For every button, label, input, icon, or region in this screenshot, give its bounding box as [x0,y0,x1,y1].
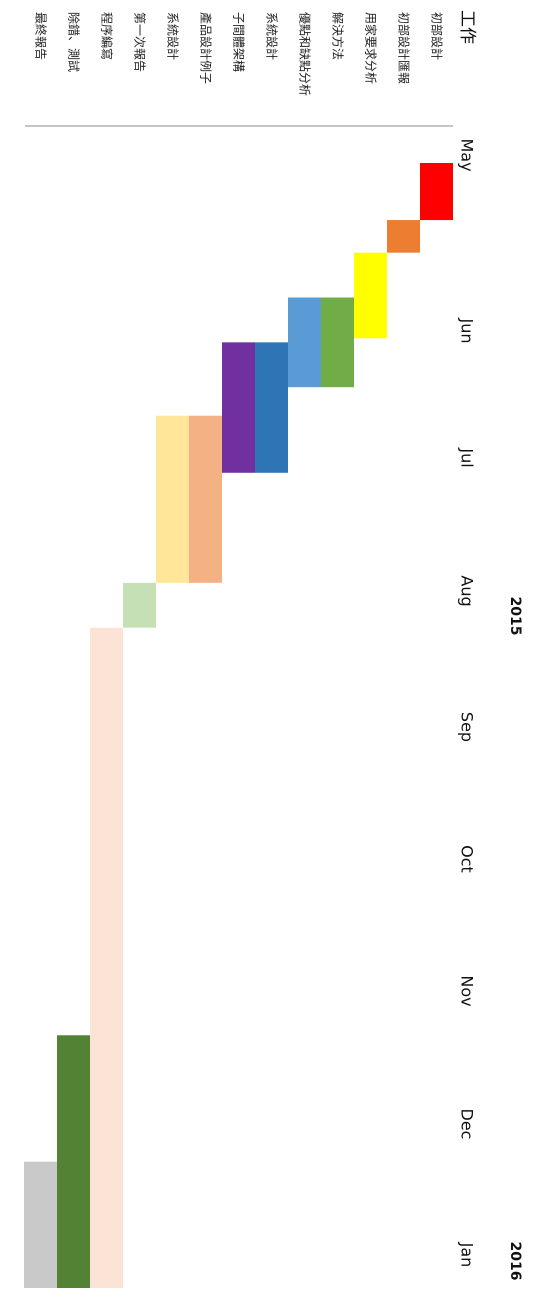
month-label: Jan [458,1242,477,1268]
task-label: 產品設計例子 [199,12,214,84]
month-label: Dec [458,1109,477,1140]
task-label: 系統設計 [265,12,280,60]
task-label: 優點和缺點分析 [298,12,313,96]
task-label: 除錯、測試 [67,12,82,72]
year-labels: 2015 2016 [507,597,523,1281]
task-bars [24,163,453,1288]
task-label: 初部設計 [430,12,445,60]
month-axis-labels: May Jun Jul Aug Sep Oct Nov Dec Jan [458,138,477,1267]
task-label: 用家要求分析 [364,12,379,84]
task-label: 第一次報告 [133,12,147,72]
task-bar [288,297,321,388]
task-label: 解決方法 [331,12,346,60]
task-label: 初部設計匯報 [397,12,412,84]
tasks-header: 工作 [457,10,477,44]
task-bar [24,1161,57,1288]
task-bar [156,415,189,583]
year-label: 2016 [507,1242,523,1281]
task-bar [321,297,354,388]
task-bar [189,415,222,583]
task-bar [90,627,123,1288]
task-bar [387,220,420,253]
month-label: May [458,138,477,171]
task-bar [123,582,156,628]
task-bar [420,163,453,221]
task-label: 子間體架構 [232,12,246,72]
month-label: Sep [458,712,477,742]
month-label: Aug [458,575,477,606]
task-bar [222,342,255,473]
task-bar [255,342,288,473]
task-label: 最終報告 [34,12,49,60]
month-label: Nov [458,975,477,1006]
task-label: 系統設計 [166,12,181,60]
month-label: Jun [458,318,477,344]
task-bar [354,252,387,339]
task-labels: 初部設計 初部設計匯報 用家要求分析 解決方法 優點和缺點分析 系統設計 子間體架構 產品設計… [34,12,445,96]
month-label: Oct [458,845,477,873]
task-bar [57,1035,90,1288]
month-label: Jul [458,447,477,467]
year-label: 2015 [507,597,523,636]
task-label: 程序編寫 [100,12,115,60]
